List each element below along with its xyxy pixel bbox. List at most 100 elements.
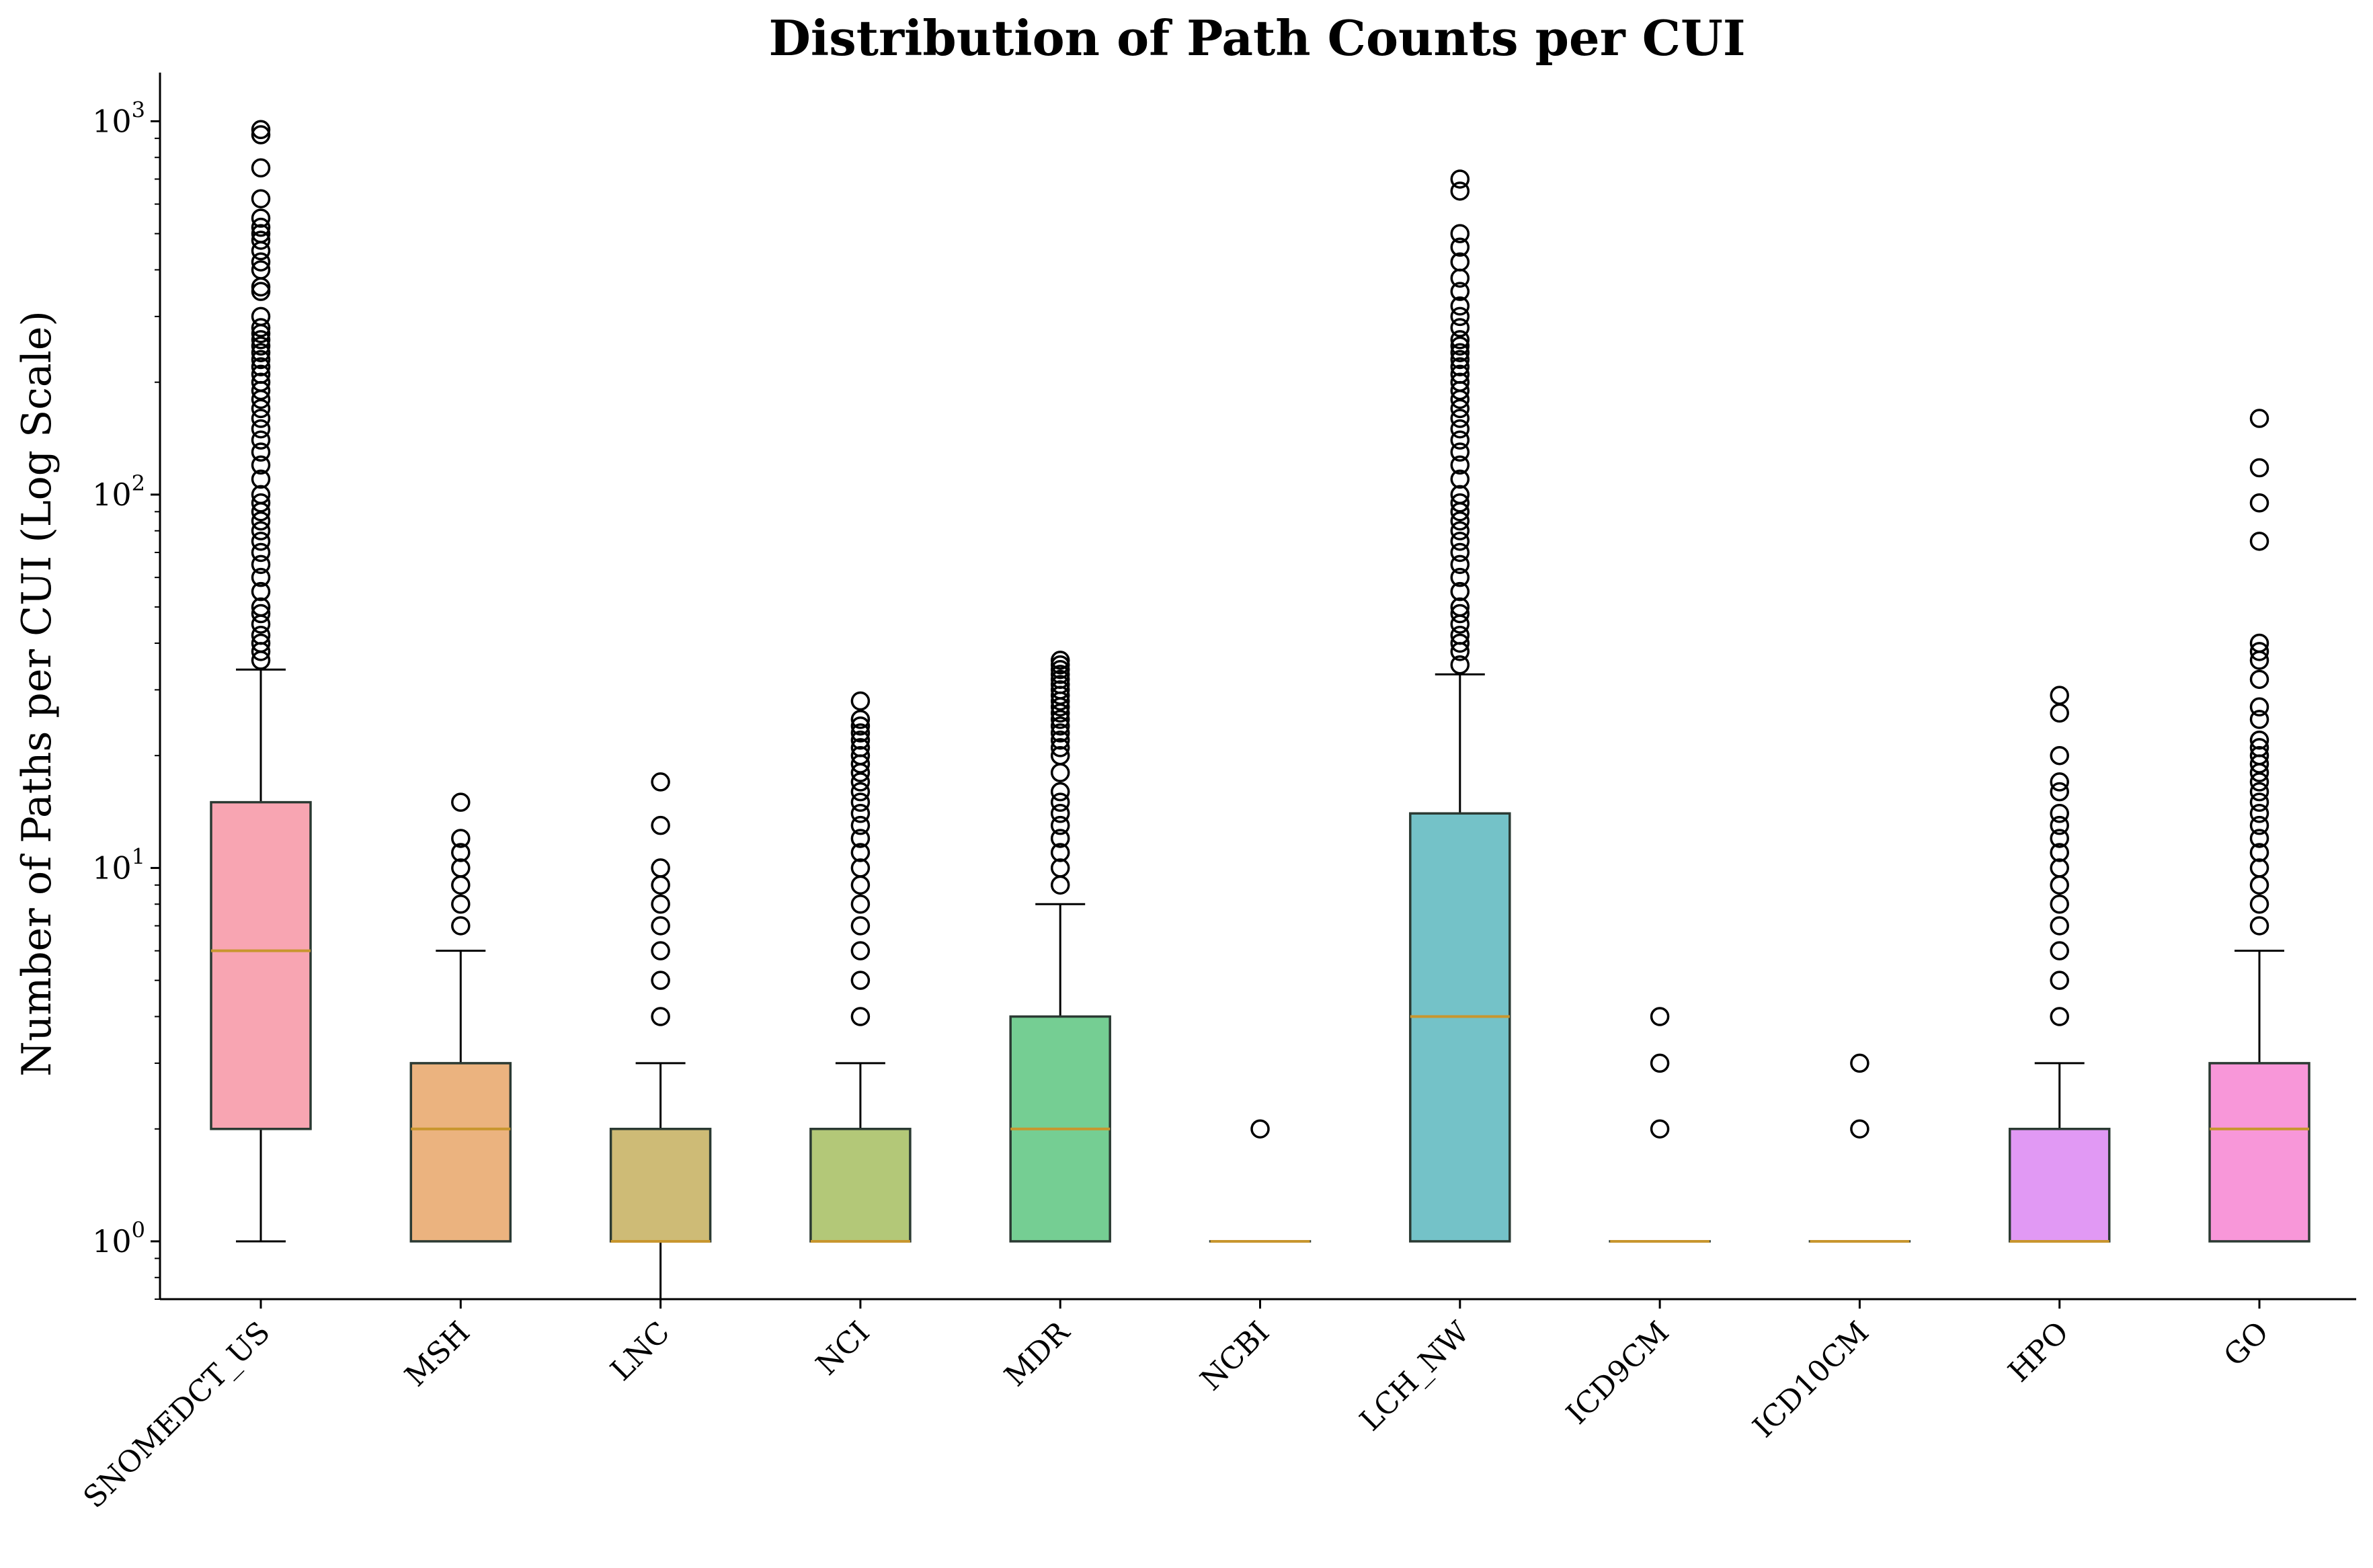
- outlier-point: [251, 633, 271, 653]
- outlier-point: [1050, 710, 1070, 729]
- outlier-point: [251, 532, 271, 551]
- x-tick-label: MSH: [399, 1315, 477, 1393]
- outlier-point: [1450, 224, 1470, 243]
- outlier-point: [1450, 625, 1470, 645]
- outlier-point: [850, 815, 871, 835]
- outlier-point: [251, 120, 271, 140]
- outlier-point: [251, 208, 271, 228]
- outlier-point: [1450, 343, 1470, 362]
- outlier-point: [1650, 1119, 1670, 1139]
- outlier-point: [2249, 875, 2269, 895]
- outlier-point: [850, 843, 871, 862]
- outlier-point: [2249, 792, 2269, 812]
- outlier-point: [1450, 532, 1470, 551]
- outlier-point: [850, 895, 871, 914]
- outlier-point: [850, 971, 871, 990]
- y-tick-label: 102: [92, 470, 145, 513]
- outlier-point: [2249, 669, 2269, 690]
- box-go: [2208, 1062, 2310, 1243]
- y-axis-label: Number of Paths per CUI (Log Scale): [13, 311, 61, 1077]
- outlier-point: [2249, 697, 2269, 717]
- outlier-point: [1850, 1053, 1869, 1073]
- outlier-point: [1450, 430, 1470, 450]
- y-tick-label: 101: [92, 843, 145, 886]
- outlier-point: [1650, 1007, 1670, 1026]
- outlier-point: [251, 604, 271, 624]
- outlier-point: [251, 231, 271, 250]
- outlier-point: [1050, 651, 1070, 670]
- outlier-point: [251, 158, 271, 178]
- outlier-point: [2050, 916, 2069, 936]
- outlier-point: [2050, 804, 2069, 823]
- outlier-point: [2050, 772, 2069, 792]
- outlier-point: [1050, 858, 1070, 878]
- outlier-point: [1450, 409, 1470, 428]
- outlier-point: [651, 895, 670, 914]
- x-tick-label: NCBI: [1194, 1315, 1276, 1397]
- box-lnc: [609, 1127, 712, 1243]
- outlier-point: [850, 738, 871, 757]
- outlier-point: [251, 469, 271, 489]
- outlier-point: [2050, 875, 2069, 895]
- outlier-point: [1450, 604, 1470, 624]
- outlier-point: [1050, 730, 1070, 750]
- outlier-point: [2249, 532, 2269, 551]
- outlier-point: [251, 399, 271, 419]
- outlier-point: [1050, 659, 1070, 679]
- outlier-point: [451, 916, 471, 936]
- box-nci: [809, 1127, 912, 1243]
- outlier-point: [1050, 829, 1070, 848]
- outlier-point: [1450, 237, 1470, 257]
- outlier-point: [451, 875, 471, 895]
- outlier-point: [1450, 252, 1470, 272]
- x-tick-label: HPO: [2002, 1315, 2076, 1389]
- outlier-point: [2050, 1007, 2069, 1026]
- outlier-point: [251, 430, 271, 450]
- outlier-point: [2249, 815, 2269, 835]
- x-tick-label: ICD10CM: [1746, 1315, 1876, 1444]
- box-lch_nw: [1409, 812, 1511, 1243]
- x-tick-label: SNOMEDCT_US: [77, 1315, 277, 1515]
- outlier-point: [850, 772, 871, 792]
- outlier-point: [251, 372, 271, 392]
- outlier-point: [2050, 941, 2069, 960]
- outlier-point: [251, 224, 271, 243]
- outlier-point: [850, 829, 871, 848]
- outlier-point: [251, 597, 271, 617]
- outlier-point: [2050, 858, 2069, 878]
- outlier-point: [2249, 458, 2269, 478]
- outlier-point: [251, 511, 271, 531]
- outlier-point: [1450, 521, 1470, 541]
- outlier-point: [2249, 493, 2269, 513]
- outlier-point: [1050, 665, 1070, 684]
- outlier-point: [1450, 399, 1470, 419]
- outlier-point: [251, 364, 271, 384]
- outlier-point: [251, 343, 271, 362]
- outlier-point: [251, 252, 271, 272]
- outlier-point: [2050, 703, 2069, 723]
- outlier-point: [1050, 792, 1070, 812]
- box-msh: [409, 1062, 512, 1243]
- outlier-point: [251, 189, 271, 208]
- outlier-point: [1650, 1053, 1670, 1073]
- x-tick-label: GO: [2217, 1315, 2275, 1373]
- outlier-point: [1050, 669, 1070, 690]
- outlier-point: [251, 336, 271, 356]
- outlier-point: [251, 330, 271, 349]
- outlier-point: [850, 804, 871, 823]
- outlier-point: [850, 1007, 871, 1026]
- outlier-point: [251, 493, 271, 513]
- outlier-point: [651, 916, 670, 936]
- x-tick-label: LCH_NW: [1353, 1315, 1476, 1438]
- outlier-point: [2249, 409, 2269, 428]
- outlier-point: [1450, 597, 1470, 617]
- box-hpo: [2008, 1127, 2111, 1243]
- outlier-point: [651, 772, 670, 792]
- outlier-point: [1050, 745, 1070, 766]
- outlier-point: [1450, 169, 1470, 189]
- outlier-point: [2249, 916, 2269, 936]
- outlier-point: [1450, 633, 1470, 653]
- outlier-point: [850, 858, 871, 878]
- outlier-point: [1450, 330, 1470, 349]
- outlier-point: [251, 306, 271, 327]
